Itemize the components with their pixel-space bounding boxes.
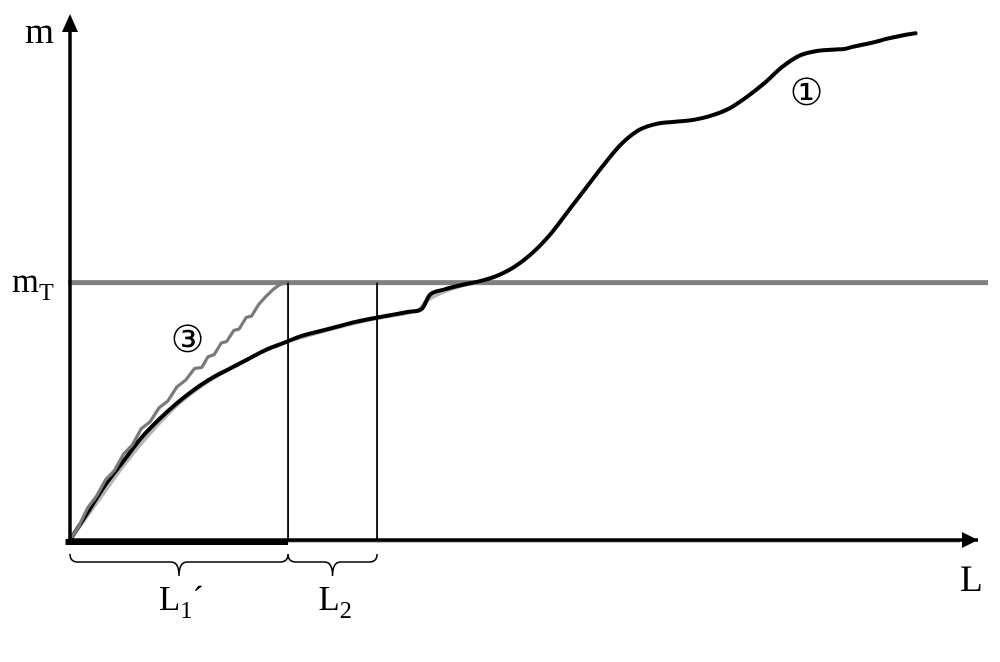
curve-1-marker: ①: [790, 70, 823, 115]
brace-L1prime-label: L1´: [159, 580, 204, 625]
brace-L2-label: L2: [319, 580, 352, 625]
curve-3-marker: ③: [171, 317, 204, 362]
chart-container: m L mT ① ③ L1´ L2: [0, 0, 1000, 662]
y-axis-label: m: [25, 10, 54, 53]
mT-label: mT: [12, 262, 54, 307]
chart-svg: [0, 0, 1000, 662]
x-axis-label: L: [960, 558, 983, 601]
